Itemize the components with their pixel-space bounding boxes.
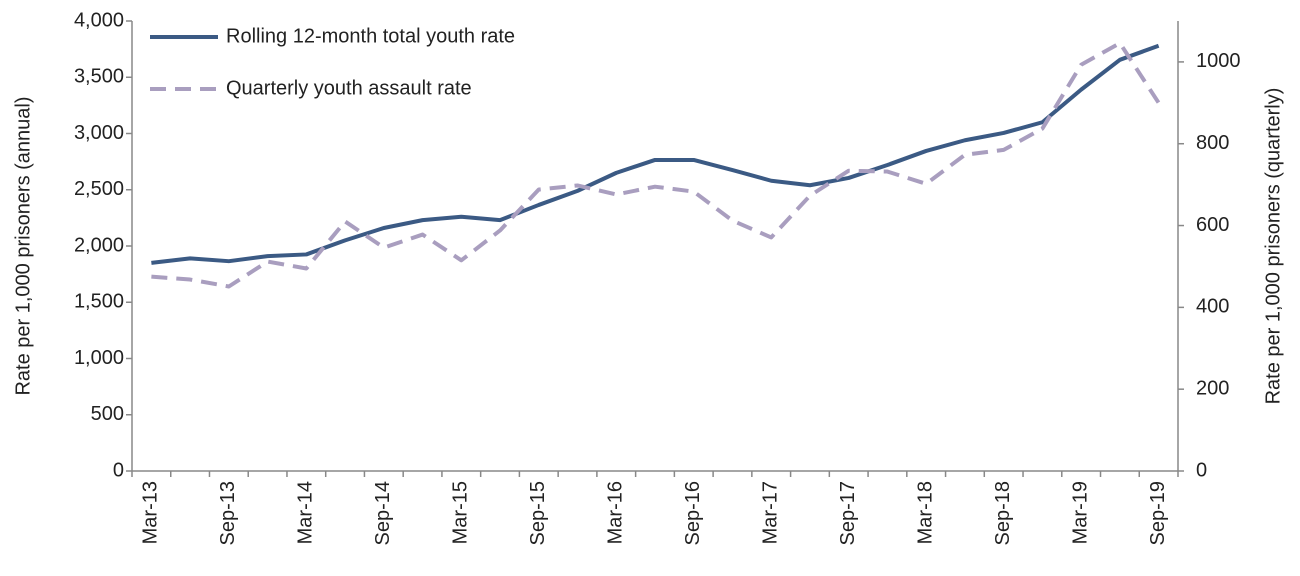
- x-tick-label: Mar-13: [140, 481, 162, 544]
- y-axis-title: Rate per 1,000 prisoners (annual): [12, 96, 34, 395]
- x-tick-label: Mar-16: [605, 481, 627, 544]
- y-tick-label: 3,500: [74, 66, 124, 88]
- y-tick-label: 1,000: [74, 347, 124, 369]
- y-tick-label: 2,500: [74, 178, 124, 200]
- x-tick-label: Mar-19: [1069, 481, 1091, 544]
- y2-tick-label: 400: [1196, 296, 1229, 318]
- y-tick-label: 500: [91, 403, 124, 425]
- y2-axis-title: Rate per 1,000 prisoners (quarterly): [1262, 88, 1284, 405]
- x-tick-label: Sep-19: [1147, 481, 1169, 546]
- y-tick-label: 0: [113, 459, 124, 481]
- y-tick-label: 4,000: [74, 9, 124, 31]
- y-tick-label: 2,000: [74, 234, 124, 256]
- x-tick-label: Sep-18: [992, 481, 1014, 546]
- series-line: [151, 41, 1161, 289]
- y2-tick-label: 800: [1196, 132, 1229, 154]
- y-tick-label: 1,500: [74, 291, 124, 313]
- x-tick-label: Mar-17: [760, 481, 782, 544]
- y2-tick-label: 200: [1196, 377, 1229, 399]
- legend-label: Rolling 12-month total youth rate: [226, 25, 515, 47]
- x-tick-label: Sep-17: [837, 481, 859, 546]
- x-tick-label: Mar-18: [914, 481, 936, 544]
- y2-tick-label: 600: [1196, 214, 1229, 236]
- legend-label: Quarterly youth assault rate: [226, 77, 472, 99]
- x-tick-label: Sep-13: [217, 481, 239, 546]
- x-tick-label: Mar-14: [295, 481, 317, 544]
- y2-tick-label: 1000: [1196, 50, 1241, 72]
- x-tick-label: Mar-15: [450, 481, 472, 544]
- y2-tick-label: 0: [1196, 459, 1207, 481]
- y-tick-label: 3,000: [74, 122, 124, 144]
- x-tick-label: Sep-15: [527, 481, 549, 546]
- x-tick-label: Sep-14: [372, 481, 394, 546]
- x-tick-label: Sep-16: [682, 481, 704, 546]
